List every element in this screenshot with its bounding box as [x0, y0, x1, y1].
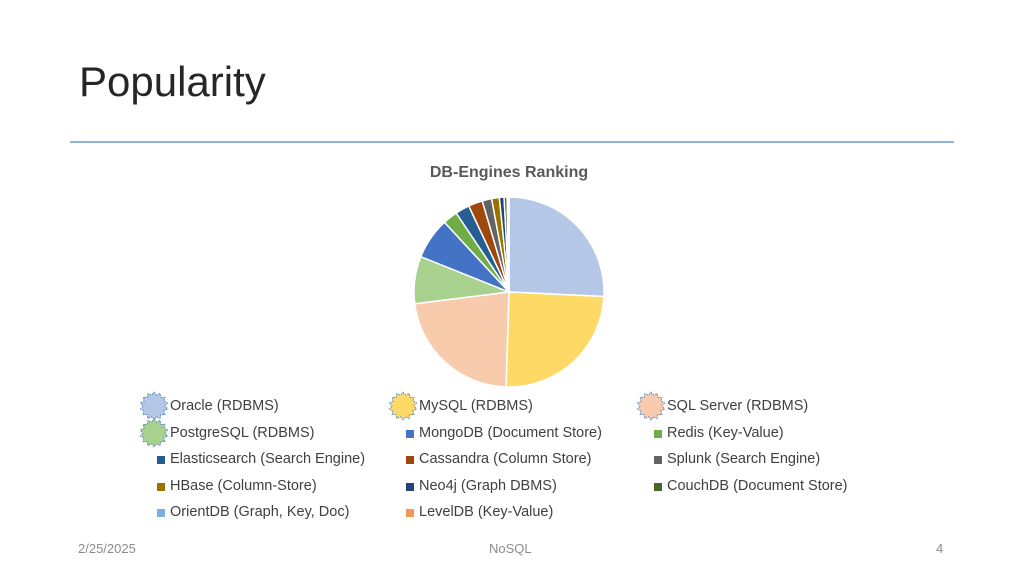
- legend-label: LevelDB (Key-Value): [419, 504, 554, 520]
- legend-label: Splunk (Search Engine): [667, 451, 821, 467]
- legend-label: Elasticsearch (Search Engine): [170, 451, 366, 467]
- legend-star-marker: [139, 391, 169, 421]
- title-divider: [70, 141, 954, 143]
- legend-swatch: [654, 482, 662, 491]
- legend-item: LevelDB (Key-Value): [406, 502, 554, 522]
- legend-label: MySQL (RDBMS): [419, 398, 533, 414]
- legend-swatch: [406, 456, 414, 464]
- slide-title: Popularity: [79, 58, 266, 105]
- legend-label: Oracle (RDBMS): [170, 398, 279, 414]
- legend-item: HBase (Column-Store): [157, 476, 317, 496]
- legend-swatch: [157, 509, 165, 517]
- legend-label: MongoDB (Document Store): [419, 424, 602, 441]
- footer-title: NoSQL: [489, 541, 532, 556]
- legend-item: Splunk (Search Engine): [654, 449, 821, 469]
- legend-label: PostgreSQL (RDBMS): [170, 424, 315, 441]
- legend-item: OrientDB (Graph, Key, Doc): [157, 502, 350, 522]
- legend-item: Oracle (RDBMS): [139, 391, 279, 421]
- legend-label: OrientDB (Graph, Key, Doc): [170, 504, 350, 520]
- legend-swatch: [654, 456, 662, 464]
- legend-item: SQL Server (RDBMS): [636, 391, 809, 421]
- pie-slice-2: [505, 291, 605, 388]
- legend-swatch: [654, 429, 662, 438]
- legend-swatch: [406, 482, 414, 491]
- legend-label: CouchDB (Document Store): [667, 477, 848, 494]
- legend-item: CouchDB (Document Store): [654, 476, 848, 496]
- chart-title: DB-Engines Ranking: [429, 164, 589, 181]
- legend-label: Redis (Key-Value): [667, 424, 784, 441]
- legend-item: Neo4j (Graph DBMS): [406, 476, 557, 496]
- pie-slice-1: [508, 196, 605, 298]
- legend-label: Neo4j (Graph DBMS): [419, 477, 557, 494]
- legend-item: Cassandra (Column Store): [406, 449, 592, 469]
- legend-label: HBase (Column-Store): [170, 477, 317, 494]
- pie-slice-3: [413, 291, 510, 388]
- footer-page-number: 4: [936, 541, 944, 556]
- legend-swatch: [406, 429, 414, 438]
- legend-item: PostgreSQL (RDBMS): [139, 417, 315, 448]
- legend-label: Cassandra (Column Store): [419, 451, 592, 467]
- legend-star-marker: [388, 391, 418, 421]
- legend-swatch: [157, 482, 165, 491]
- legend-star-marker: [139, 417, 169, 448]
- legend-item: MySQL (RDBMS): [388, 391, 533, 421]
- legend-item: Redis (Key-Value): [654, 423, 784, 443]
- pie-chart: [413, 196, 605, 388]
- legend-star-marker: [636, 391, 666, 421]
- legend-swatch: [406, 509, 414, 517]
- legend-item: MongoDB (Document Store): [406, 423, 602, 443]
- footer-date: 2/25/2025: [78, 541, 136, 556]
- legend-swatch: [157, 456, 165, 464]
- legend-item: Elasticsearch (Search Engine): [157, 449, 366, 469]
- legend-label: SQL Server (RDBMS): [667, 398, 809, 414]
